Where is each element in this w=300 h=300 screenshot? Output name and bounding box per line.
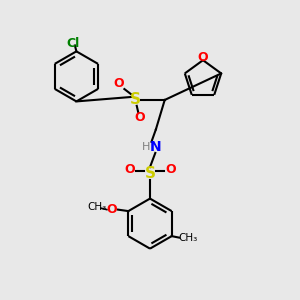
Text: CH₃: CH₃: [88, 202, 107, 212]
Text: O: O: [198, 51, 208, 64]
Text: H: H: [141, 142, 150, 152]
Text: S: S: [145, 166, 155, 181]
Text: O: O: [124, 163, 135, 176]
Text: O: O: [134, 111, 145, 124]
Text: O: O: [114, 77, 124, 90]
Text: CH₃: CH₃: [178, 232, 197, 243]
Text: O: O: [107, 203, 117, 216]
Text: N: N: [149, 140, 161, 154]
Text: S: S: [130, 92, 141, 107]
Text: Cl: Cl: [67, 37, 80, 50]
Text: O: O: [165, 163, 176, 176]
